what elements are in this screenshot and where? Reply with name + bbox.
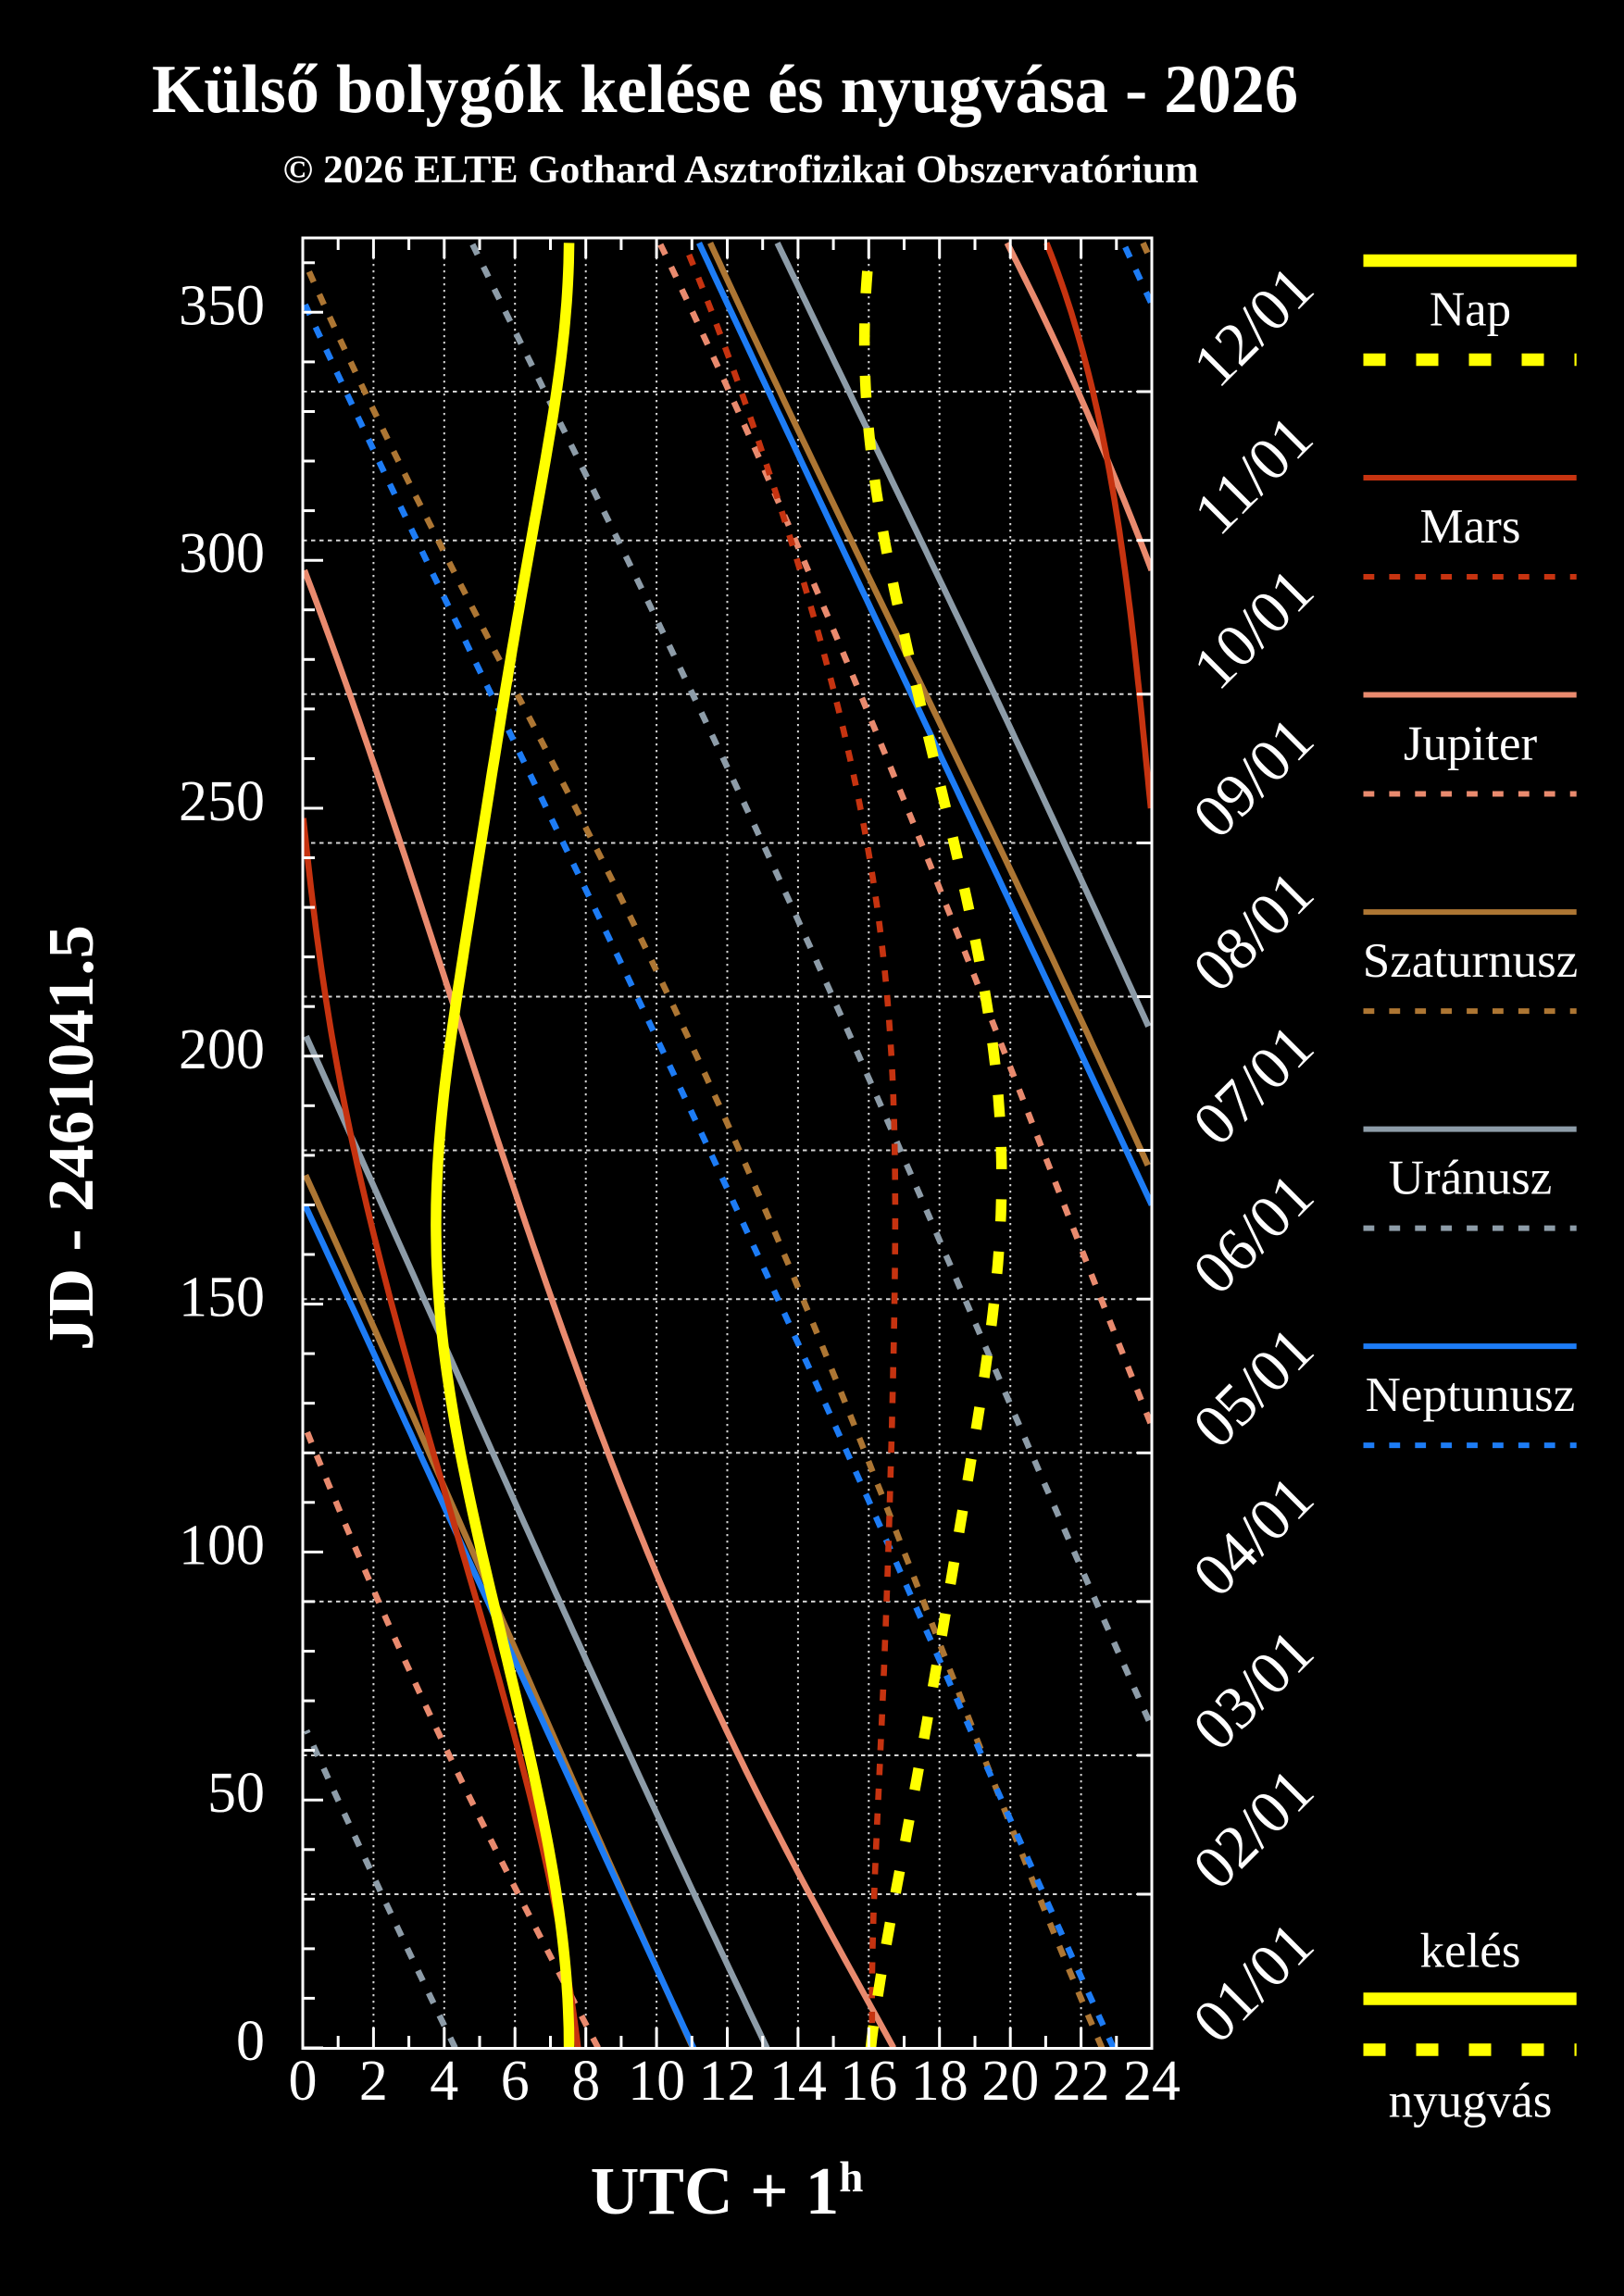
svg-text:Mars: Mars bbox=[1420, 500, 1521, 554]
svg-text:10: 10 bbox=[628, 2050, 685, 2113]
svg-text:JD - 2461041.5: JD - 2461041.5 bbox=[36, 925, 107, 1351]
svg-text:14: 14 bbox=[769, 2050, 827, 2113]
svg-text:200: 200 bbox=[179, 1018, 265, 1081]
svg-text:12: 12 bbox=[699, 2050, 756, 2113]
svg-text:© 2026 ELTE Gothard Asztrofizi: © 2026 ELTE Gothard Asztrofizikai Obszer… bbox=[283, 149, 1199, 192]
svg-text:kelés: kelés bbox=[1420, 1925, 1521, 1978]
svg-text:UTC + 1h: UTC + 1h bbox=[591, 2153, 864, 2228]
svg-text:250: 250 bbox=[179, 770, 265, 833]
svg-text:Jupiter: Jupiter bbox=[1404, 718, 1538, 771]
svg-text:24: 24 bbox=[1123, 2050, 1181, 2113]
svg-text:Szaturnusz: Szaturnusz bbox=[1363, 934, 1579, 988]
svg-text:16: 16 bbox=[840, 2050, 897, 2113]
svg-text:8: 8 bbox=[571, 2050, 600, 2113]
svg-text:350: 350 bbox=[179, 274, 265, 337]
svg-text:nyugvás: nyugvás bbox=[1389, 2075, 1553, 2128]
svg-text:Nap: Nap bbox=[1430, 283, 1511, 337]
svg-text:0: 0 bbox=[289, 2050, 318, 2113]
svg-text:22: 22 bbox=[1053, 2050, 1110, 2113]
svg-text:2: 2 bbox=[359, 2050, 388, 2113]
svg-text:6: 6 bbox=[501, 2050, 530, 2113]
svg-text:18: 18 bbox=[911, 2050, 968, 2113]
svg-text:20: 20 bbox=[981, 2050, 1039, 2113]
svg-text:50: 50 bbox=[207, 1762, 265, 1825]
svg-text:0: 0 bbox=[236, 2010, 265, 2073]
svg-text:300: 300 bbox=[179, 522, 265, 585]
svg-text:Külső bolygók kelése és nyugvá: Külső bolygók kelése és nyugvása - 2026 bbox=[152, 52, 1298, 128]
svg-text:Neptunusz: Neptunusz bbox=[1366, 1368, 1576, 1422]
svg-text:150: 150 bbox=[179, 1267, 265, 1329]
svg-text:4: 4 bbox=[430, 2050, 458, 2113]
svg-text:100: 100 bbox=[179, 1514, 265, 1577]
svg-text:Uránusz: Uránusz bbox=[1389, 1152, 1553, 1205]
